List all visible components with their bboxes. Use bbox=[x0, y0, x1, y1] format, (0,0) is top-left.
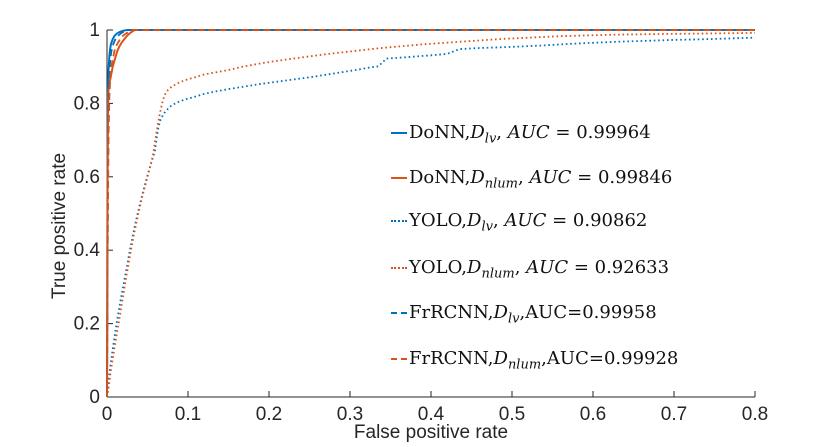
legend-entry: YOLO,Dnlum, AUC = 0.92633 bbox=[391, 255, 670, 282]
legend-entry: FrRCNN,Dlv,AUC=0.99958 bbox=[391, 300, 657, 327]
legend-line-sample bbox=[391, 132, 407, 134]
x-tick-label: 0.7 bbox=[661, 404, 687, 425]
x-tick-label: 0.2 bbox=[256, 404, 282, 425]
legend-entry: YOLO,Dlv, AUC = 0.90862 bbox=[391, 208, 648, 235]
y-tick-label: 1 bbox=[89, 20, 100, 41]
y-tick-label: 0.6 bbox=[74, 167, 100, 188]
legend-line-sample bbox=[391, 177, 407, 179]
legend-line-sample bbox=[391, 267, 407, 269]
legend-line-sample bbox=[391, 358, 407, 360]
x-axis-label: False positive rate bbox=[353, 422, 509, 443]
legend-line-sample bbox=[391, 312, 407, 314]
legend-label: YOLO,Dnlum, AUC = 0.92633 bbox=[409, 256, 670, 282]
y-tick-label: 0.4 bbox=[74, 240, 101, 261]
x-tick-label: 0.6 bbox=[580, 404, 606, 425]
legend-line-sample bbox=[391, 220, 407, 222]
legend-label: FrRCNN,Dlv,AUC=0.99958 bbox=[409, 301, 657, 327]
x-tick-label: 0.5 bbox=[499, 404, 525, 425]
legend-entry: FrRCNN,Dnlum,AUC=0.99928 bbox=[391, 346, 679, 373]
legend-label: DoNN,Dnlum, AUC = 0.99846 bbox=[409, 166, 673, 192]
legend-entry: DoNN,Dlv, AUC = 0.99964 bbox=[391, 120, 651, 147]
x-tick-label: 0.1 bbox=[175, 404, 201, 425]
legend-label: DoNN,Dlv, AUC = 0.99964 bbox=[409, 121, 651, 147]
y-tick-label: 0 bbox=[89, 387, 100, 408]
legend-label: YOLO,Dlv, AUC = 0.90862 bbox=[409, 209, 648, 235]
x-tick-label: 0.4 bbox=[418, 404, 445, 425]
legend-entry: DoNN,Dnlum, AUC = 0.99846 bbox=[391, 165, 673, 192]
legend-label: FrRCNN,Dnlum,AUC=0.99928 bbox=[409, 347, 679, 373]
x-tick-label: 0.8 bbox=[742, 404, 768, 425]
y-tick-label: 0.2 bbox=[74, 314, 100, 335]
y-tick-label: 0.8 bbox=[74, 93, 100, 114]
y-axis-label: True positive rate bbox=[49, 152, 70, 300]
x-tick-label: 0 bbox=[102, 404, 113, 425]
series-FrRCNN-Dnlum bbox=[106, 29, 755, 398]
x-tick-label: 0.3 bbox=[337, 404, 363, 425]
